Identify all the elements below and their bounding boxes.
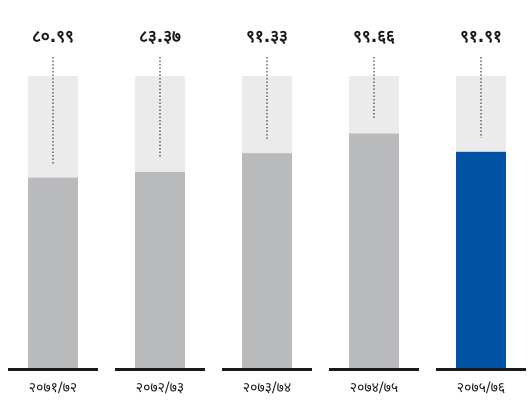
category-labels: २०७१/७२ २०७२/७३ २०७३/७४ २०७४/७५ २०७५/७६ — [29, 380, 505, 396]
category-label: २०७२/७३ — [136, 380, 184, 396]
bar — [242, 153, 292, 369]
value-label: ९१.३३ — [246, 27, 288, 47]
category-label: २०७१/७२ — [29, 380, 77, 396]
value-label: ९१.९१ — [460, 27, 502, 47]
value-label: ९९.६६ — [353, 27, 395, 47]
category-label: २०७५/७६ — [457, 380, 505, 396]
bar — [349, 133, 399, 369]
value-label: ८०.९९ — [32, 27, 74, 47]
value-label: ८३.३७ — [139, 27, 181, 47]
value-labels: ८०.९९ ८३.३७ ९१.३३ ९९.६६ ९१.९१ — [32, 27, 502, 47]
bar — [456, 151, 506, 369]
category-label: २०७४/७५ — [350, 380, 398, 396]
leader-lines — [52, 57, 482, 164]
category-label: २०७३/७४ — [243, 380, 291, 396]
bar — [135, 172, 185, 369]
bar — [28, 177, 78, 369]
bars — [28, 133, 506, 369]
